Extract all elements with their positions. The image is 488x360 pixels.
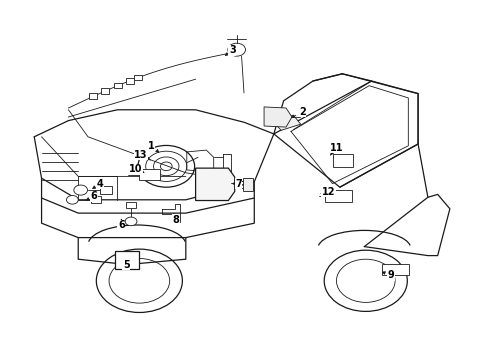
Text: 10: 10 <box>129 164 143 174</box>
Text: 5: 5 <box>122 260 129 270</box>
Bar <box>101 88 109 94</box>
Bar <box>126 78 134 84</box>
Bar <box>382 264 408 275</box>
Bar <box>243 178 252 191</box>
Bar <box>91 196 101 203</box>
Polygon shape <box>264 107 291 127</box>
Polygon shape <box>273 115 300 130</box>
Text: 6: 6 <box>86 191 97 201</box>
Text: 7: 7 <box>231 179 242 189</box>
Text: 11: 11 <box>329 143 343 155</box>
Bar <box>139 169 160 180</box>
Text: 1: 1 <box>148 141 159 152</box>
Circle shape <box>125 217 137 226</box>
Bar <box>324 190 351 202</box>
Text: 8: 8 <box>172 214 179 225</box>
Text: 6: 6 <box>118 219 124 230</box>
Circle shape <box>74 185 87 195</box>
Text: 9: 9 <box>382 270 394 280</box>
Text: 2: 2 <box>291 107 305 118</box>
Bar <box>126 202 136 208</box>
Bar <box>134 75 142 81</box>
Text: 13: 13 <box>134 150 150 160</box>
Circle shape <box>66 195 78 204</box>
Text: 12: 12 <box>320 186 335 197</box>
Bar <box>332 154 352 167</box>
Bar <box>115 251 139 269</box>
Bar <box>114 82 122 88</box>
Text: 3: 3 <box>225 45 235 55</box>
Bar <box>89 94 97 99</box>
Polygon shape <box>195 168 234 201</box>
Text: 4: 4 <box>92 179 103 189</box>
Bar <box>100 186 112 194</box>
